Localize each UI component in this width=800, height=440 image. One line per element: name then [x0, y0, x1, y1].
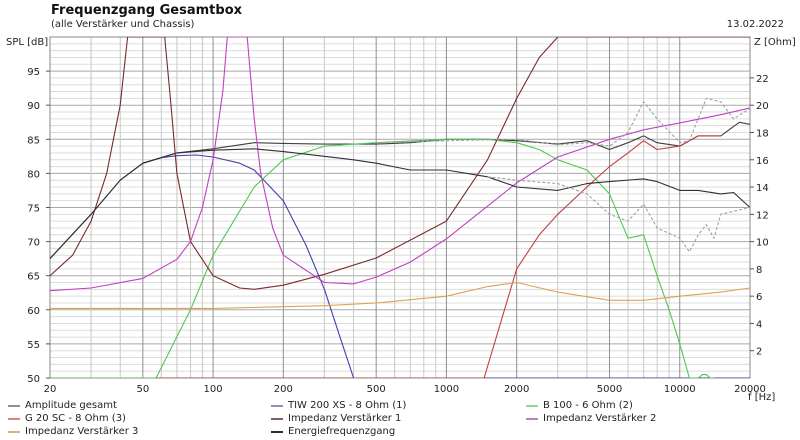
chart-date: 13.02.2022 [726, 19, 784, 30]
x-tick-label: 200 [274, 384, 293, 395]
legend-swatch [526, 417, 538, 420]
y2-tick-label: 22 [756, 74, 769, 85]
legend-label: Impedanz Verstärker 3 [25, 426, 139, 437]
series-line-impedanz-verst-rker-1 [50, 37, 750, 290]
series-line-g-20-sc-8-ohm-3- [156, 135, 721, 378]
series-line-impedanz-verst-rker-3 [50, 281, 750, 309]
x-tick-label: 2000 [504, 384, 529, 395]
y2-tick-label: 4 [756, 319, 762, 330]
x-tick-label: 20 [44, 384, 57, 395]
series-line-unlabeled-8 [376, 97, 750, 147]
y2-tick-label: 10 [756, 238, 769, 249]
y2-axis-label: Z [Ohm] [754, 37, 796, 48]
chart-subtitle: (alle Verstärker und Chassis) [51, 19, 195, 30]
y2-tick-label: 18 [756, 128, 769, 139]
y2-tick-label: 2 [756, 347, 762, 358]
x-tick-label: 10000 [664, 384, 696, 395]
legend-label: Impedanz Verstärker 1 [288, 413, 402, 424]
legend-swatch [271, 430, 283, 433]
y-tick-label: 65 [27, 272, 40, 283]
x-tick-label: 1000 [434, 384, 459, 395]
x-tick-label: 100 [204, 384, 223, 395]
y2-tick-label: 6 [756, 292, 762, 303]
legend-label: Energiefrequenzgang [288, 426, 396, 437]
x-tick-label: 5000 [597, 384, 622, 395]
series-line-energiefrequenzgang [50, 148, 750, 259]
x-tick-label: 20000 [734, 384, 766, 395]
x-axis-label: f [Hz] [748, 392, 776, 403]
y2-tick-label: 16 [756, 156, 769, 167]
y2-tick-label: 20 [756, 101, 769, 112]
legend-item: B 100 - 6 Ohm (2) [526, 400, 633, 411]
legend-swatch [8, 430, 20, 433]
y-tick-label: 95 [27, 67, 40, 78]
y-tick-label: 75 [27, 204, 40, 215]
legend-swatch [8, 417, 20, 420]
y-tick-label: 60 [27, 306, 40, 317]
legend-item: Impedanz Verstärker 2 [526, 413, 656, 424]
series-line-b-100-6-ohm-2- [50, 138, 714, 378]
legend-label: Amplitude gesamt [25, 400, 117, 411]
y-tick-label: 80 [27, 169, 40, 180]
series-line-tiw-200-xs-8-ohm-1- [142, 154, 750, 378]
y-axis-label: SPL [dB] [6, 37, 49, 48]
legend-item: G 20 SC - 8 Ohm (3) [8, 413, 126, 424]
legend-swatch [8, 404, 20, 407]
legend-item: Impedanz Verstärker 3 [8, 426, 138, 437]
legend-swatch [271, 417, 283, 420]
x-tick-label: 500 [367, 384, 386, 395]
legend-label: B 100 - 6 Ohm (2) [543, 400, 633, 411]
y-tick-label: 50 [27, 374, 40, 385]
y-tick-label: 85 [27, 135, 40, 146]
legend-label: TIW 200 XS - 8 Ohm (1) [288, 400, 407, 411]
chart-title: Frequenzgang Gesamtbox [51, 3, 243, 18]
y-tick-label: 55 [27, 340, 40, 351]
legend-label: G 20 SC - 8 Ohm (3) [25, 413, 126, 424]
legend-item: Energiefrequenzgang [271, 426, 395, 437]
legend-swatch [271, 404, 283, 407]
y-tick-label: 70 [27, 238, 40, 249]
y2-tick-label: 14 [756, 183, 769, 194]
y-tick-label: 90 [27, 101, 40, 112]
legend-item: Impedanz Verstärker 1 [271, 413, 401, 424]
legend-label: Impedanz Verstärker 2 [543, 413, 657, 424]
series-line-unlabeled-9 [487, 176, 750, 253]
legend-item: Amplitude gesamt [8, 400, 117, 411]
y2-tick-label: 8 [756, 265, 762, 276]
legend-item: TIW 200 XS - 8 Ohm (1) [271, 400, 406, 411]
legend-swatch [526, 404, 538, 407]
x-tick-label: 50 [136, 384, 149, 395]
y2-tick-label: 12 [756, 210, 769, 221]
series-line-impedanz-verst-rker-2 [50, 37, 750, 292]
